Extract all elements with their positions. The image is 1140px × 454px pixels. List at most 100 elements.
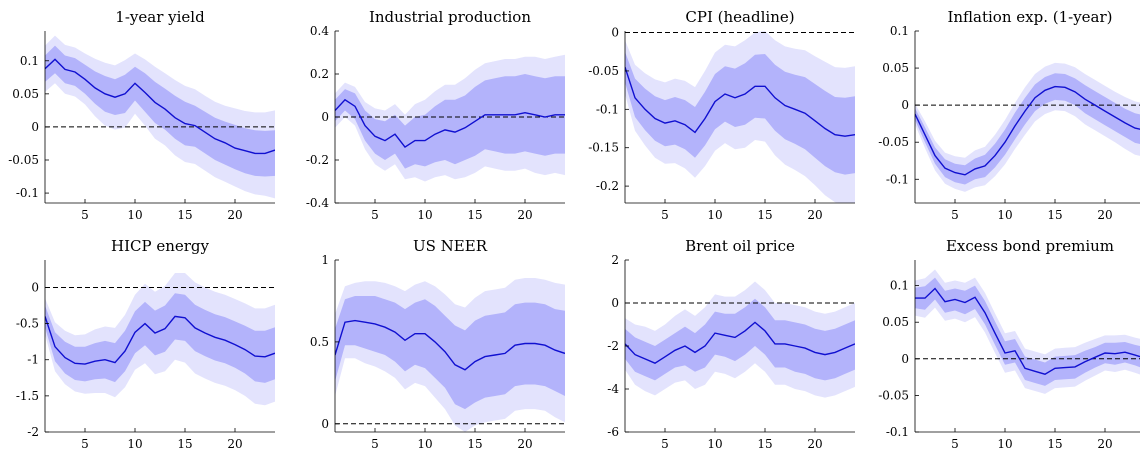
x-tick-label: 10 xyxy=(997,437,1012,451)
y-tick-label: -0.05 xyxy=(878,135,909,149)
median-response-line xyxy=(335,319,565,371)
y-tick-label: -0.1 xyxy=(886,425,909,439)
x-tick-label: 10 xyxy=(127,208,142,222)
x-tick-label: 20 xyxy=(227,437,242,451)
panel-title: Industrial production xyxy=(369,8,531,26)
y-tick-label: -0.05 xyxy=(588,64,619,78)
y-tick-label: -0.2 xyxy=(306,153,329,167)
x-tick-label: 20 xyxy=(807,437,822,451)
y-tick-label: -0.1 xyxy=(16,186,39,200)
panel-4: 5 10 15 20 -0.1 -0.05 0 0.05 0.1 Inflation exp. (… xyxy=(878,8,1140,222)
y-tick-label: 0.2 xyxy=(310,67,329,81)
median-response-line xyxy=(915,85,1140,176)
plot-area xyxy=(625,281,855,398)
y-tick-label: 0.05 xyxy=(882,61,909,75)
inner-confidence-band xyxy=(335,74,565,169)
y-tick-label: 0.5 xyxy=(310,335,329,349)
x-tick-label: 10 xyxy=(417,437,432,451)
median-response-line xyxy=(45,58,275,155)
y-tick-label: -4 xyxy=(607,382,619,396)
panel-title: Brent oil price xyxy=(685,237,795,255)
panel-title: US NEER xyxy=(413,237,488,255)
x-tick-label: 5 xyxy=(661,208,669,222)
x-tick-label: 20 xyxy=(1097,208,1112,222)
x-tick-label: 20 xyxy=(807,208,822,222)
panel-title: Inflation exp. (1-year) xyxy=(947,8,1112,26)
y-tick-label: 0 xyxy=(321,110,329,124)
plot-area xyxy=(45,35,275,199)
median-response-line xyxy=(625,66,855,137)
y-tick-label: -0.05 xyxy=(8,153,39,167)
x-tick-label: 15 xyxy=(467,437,482,451)
plot-area xyxy=(915,62,1140,192)
x-tick-label: 15 xyxy=(177,208,192,222)
x-tick-label: 10 xyxy=(707,437,722,451)
x-tick-label: 20 xyxy=(227,208,242,222)
x-tick-label: 20 xyxy=(517,208,532,222)
y-tick-label: 2 xyxy=(611,253,619,267)
x-tick-label: 5 xyxy=(371,437,379,451)
y-tick-label: 0 xyxy=(901,98,909,112)
x-tick-label: 10 xyxy=(707,208,722,222)
x-tick-label: 15 xyxy=(177,437,192,451)
y-tick-label: -0.4 xyxy=(306,196,330,210)
y-tick-label: -2 xyxy=(607,339,619,353)
panel-title: Excess bond premium xyxy=(946,237,1114,255)
x-tick-label: 5 xyxy=(951,437,959,451)
panel-8: 5 10 15 20 -0.1 -0.05 0 0.05 0.1 Excess bond prem… xyxy=(878,237,1140,451)
y-tick-label: -0.05 xyxy=(878,388,909,402)
x-tick-label: 20 xyxy=(1097,437,1112,451)
inner-confidence-band xyxy=(625,298,855,381)
x-tick-label: 5 xyxy=(661,437,669,451)
median-response-line xyxy=(335,98,565,149)
x-tick-label: 15 xyxy=(757,437,772,451)
y-tick-label: 0 xyxy=(31,280,39,294)
x-tick-label: 15 xyxy=(757,208,772,222)
panel-2: 5 10 15 20 -0.4 -0.2 0 0.2 0.4 Industrial product… xyxy=(306,8,565,222)
median-response-line xyxy=(625,321,855,364)
y-tick-label: -1 xyxy=(27,353,39,367)
y-tick-label: 0 xyxy=(321,417,329,431)
x-tick-label: 5 xyxy=(81,437,89,451)
y-tick-label: 0 xyxy=(31,120,39,134)
inner-confidence-band xyxy=(45,45,275,177)
x-tick-label: 5 xyxy=(81,208,89,222)
y-tick-label: 0.1 xyxy=(890,24,909,38)
panel-3: 5 10 15 20 -0.2 -0.15 -0.1 -0.05 0 CPI (headline) xyxy=(588,8,855,222)
plot-area xyxy=(915,269,1140,394)
y-tick-label: 0 xyxy=(901,352,909,366)
x-tick-label: 15 xyxy=(1047,208,1062,222)
y-tick-label: -0.15 xyxy=(588,141,619,155)
panel-6: 5 10 15 20 0 0.5 1 US NEER xyxy=(310,237,565,451)
y-tick-label: 0.05 xyxy=(12,87,39,101)
x-tick-label: 10 xyxy=(417,208,432,222)
median-response-line xyxy=(915,287,1140,375)
y-tick-label: 0 xyxy=(611,26,619,40)
x-tick-label: 15 xyxy=(467,208,482,222)
plot-area xyxy=(335,54,565,182)
plot-area xyxy=(335,278,565,432)
plot-area xyxy=(45,273,275,406)
x-tick-label: 10 xyxy=(127,437,142,451)
plot-area xyxy=(625,31,855,203)
x-tick-label: 10 xyxy=(997,208,1012,222)
y-tick-label: 0.1 xyxy=(890,279,909,293)
y-tick-label: 1 xyxy=(321,253,329,267)
panel-title: HICP energy xyxy=(111,237,210,255)
y-tick-label: -2 xyxy=(27,425,39,439)
y-tick-label: -0.1 xyxy=(886,172,909,186)
inner-confidence-band xyxy=(335,296,565,410)
panel-title: CPI (headline) xyxy=(685,8,794,26)
x-tick-label: 5 xyxy=(951,208,959,222)
y-tick-label: -6 xyxy=(607,425,619,439)
x-tick-label: 15 xyxy=(1047,437,1062,451)
inner-confidence-band xyxy=(625,51,855,175)
panel-5: 5 10 15 20 -2 -1.5 -1 -0.5 0 HICP energy xyxy=(16,237,275,451)
panel-1: 5 10 15 20 -0.1 -0.05 0 0.05 0.1 1-year yield xyxy=(8,8,275,222)
inner-confidence-band xyxy=(915,73,1140,185)
y-tick-label: -0.2 xyxy=(596,179,619,193)
panel-7: 5 10 15 20 -6 -4 -2 0 2 Brent oil price xyxy=(607,237,855,451)
x-tick-label: 5 xyxy=(371,208,379,222)
y-tick-label: -1.5 xyxy=(16,389,39,403)
